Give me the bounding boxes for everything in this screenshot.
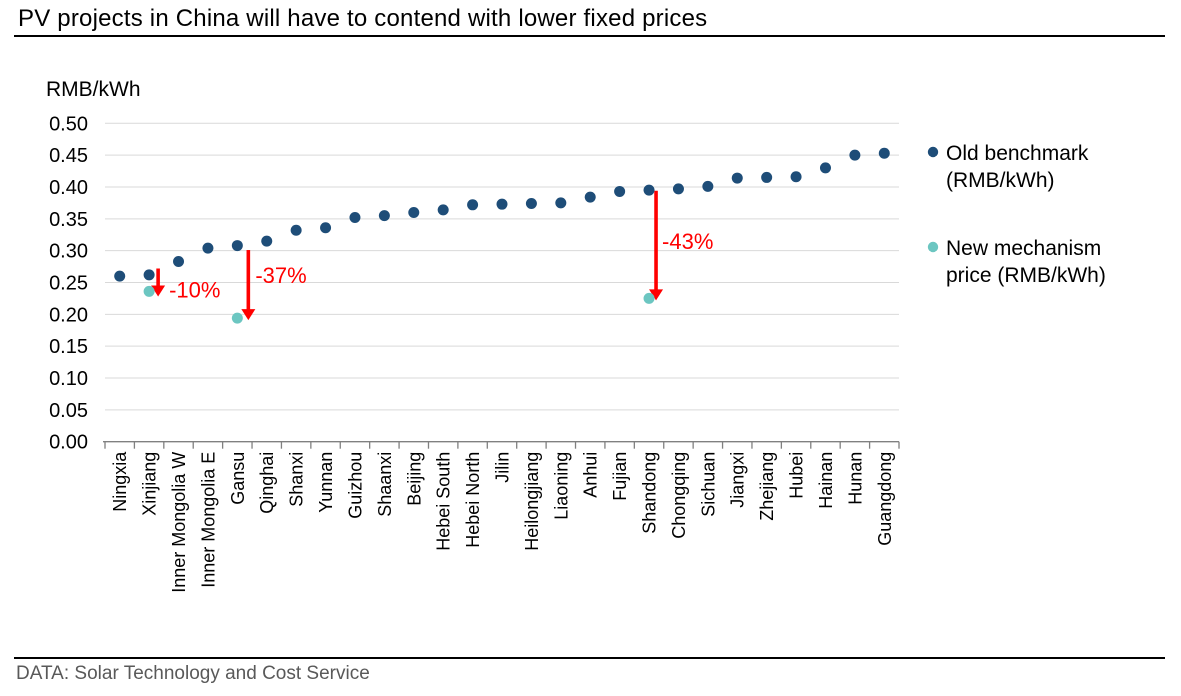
x-axis-label: Ningxia (110, 451, 130, 512)
title-divider (14, 35, 1165, 37)
x-axis-label: Hainan (816, 452, 836, 509)
decline-percent-label: -43% (662, 229, 713, 254)
x-axis-label: Hunan (845, 452, 865, 505)
old-benchmark-dot (761, 171, 773, 183)
x-axis-label: Liaoning (551, 452, 571, 520)
legend-label: Old benchmark (946, 142, 1089, 165)
old-benchmark-dot (819, 162, 831, 174)
old-benchmark-dot (555, 197, 567, 209)
old-benchmark-dot (320, 222, 332, 234)
old-benchmark-dot (672, 183, 684, 195)
old-benchmark-dot (114, 270, 126, 282)
y-axis-tick-label: 0.30 (49, 241, 88, 263)
x-axis-label: Inner Mongolia E (198, 452, 218, 588)
y-axis-tick-label: 0.15 (49, 336, 88, 358)
old-benchmark-dot (173, 255, 185, 267)
old-benchmark-dot (614, 185, 626, 197)
y-axis-tick-label: 0.05 (49, 400, 88, 422)
old-benchmark-dot (378, 210, 390, 222)
old-benchmark-dot (790, 171, 802, 183)
old-benchmark-dot (878, 147, 890, 159)
new-mechanism-dot (643, 292, 655, 304)
old-benchmark-dot (467, 199, 479, 211)
y-axis-tick-label: 0.40 (49, 177, 88, 199)
x-axis-label: Shaanxi (375, 452, 395, 517)
new-mechanism-dot (143, 285, 155, 297)
x-axis-label: Hubei (787, 452, 807, 499)
x-axis-label: Inner Mongolia W (169, 452, 189, 593)
old-benchmark-dot (231, 240, 243, 252)
legend-item: Old benchmark (RMB/kWh) (927, 142, 1089, 192)
x-axis-label: Beijing (404, 452, 424, 506)
data-source-note: DATA: Solar Technology and Cost Service (16, 663, 370, 684)
legend-label: (RMB/kWh) (946, 169, 1055, 192)
x-axis-label: Qinghai (257, 452, 277, 514)
old-benchmark-dot (261, 235, 273, 247)
old-benchmark-dot (437, 204, 449, 216)
old-benchmark-dot (849, 149, 861, 161)
decline-arrow-head (151, 285, 166, 297)
old-benchmark-dot (143, 269, 155, 281)
legend-marker-dot (927, 241, 939, 253)
decline-arrow-head (649, 289, 664, 301)
y-axis-tick-label: 0.45 (49, 145, 88, 167)
y-axis-tick-label: 0.50 (49, 113, 88, 135)
x-axis-label: Heilongjiang (522, 452, 542, 551)
x-axis-label: Sichuan (698, 452, 718, 517)
old-benchmark-dot (702, 180, 714, 192)
page-title: PV projects in China will have to conten… (18, 5, 708, 32)
decline-annotation: -10% (151, 268, 220, 302)
x-axis-label: Shanxi (287, 452, 307, 507)
legend-label: New mechanism (946, 237, 1101, 260)
old-benchmark-dot (643, 184, 655, 196)
decline-percent-label: -37% (255, 263, 306, 288)
x-axis-label: Yunnan (316, 452, 336, 513)
old-benchmark-dot (349, 212, 361, 224)
old-benchmark-dot (408, 206, 420, 218)
decline-percent-label: -10% (169, 277, 220, 302)
decline-annotation: -43% (649, 190, 713, 301)
x-axis-label: Shandong (640, 452, 660, 534)
x-axis-label: Zhejiang (757, 452, 777, 521)
x-axis-label: Chongqing (669, 452, 689, 539)
x-axis-label: Xinjiang (140, 452, 160, 516)
y-axis-title: RMB/kWh (46, 78, 141, 101)
x-axis-label: Fujian (610, 452, 630, 501)
old-benchmark-dot (731, 172, 743, 184)
x-axis-label: Jilin (493, 452, 513, 483)
x-axis-label: Guizhou (345, 452, 365, 519)
legend-label: price (RMB/kWh) (946, 264, 1106, 287)
legend-item: New mechanism price (RMB/kWh) (927, 237, 1106, 287)
new-mechanism-dot (231, 312, 243, 324)
decline-annotation: -37% (241, 250, 307, 321)
old-benchmark-dot (584, 191, 596, 203)
x-axis-label: Gansu (228, 452, 248, 505)
y-axis-tick-label: 0.00 (49, 432, 88, 454)
footer-divider (14, 657, 1165, 659)
old-benchmark-dot (202, 242, 214, 254)
x-axis-label: Hebei South (434, 452, 454, 551)
old-benchmark-dot (525, 198, 537, 210)
y-axis-tick-label: 0.35 (49, 209, 88, 231)
old-benchmark-dot (290, 224, 302, 236)
y-axis-tick-label: 0.10 (49, 368, 88, 390)
decline-arrow-head (241, 309, 256, 321)
x-axis-label: Guangdong (875, 452, 895, 546)
x-axis-label: Hebei North (463, 452, 483, 548)
legend-marker-dot (927, 146, 939, 158)
y-axis-tick-label: 0.25 (49, 273, 88, 295)
x-axis-label: Jiangxi (728, 452, 748, 508)
old-benchmark-dot (496, 198, 508, 210)
y-axis-tick-label: 0.20 (49, 304, 88, 326)
x-axis-label: Anhui (581, 452, 601, 498)
